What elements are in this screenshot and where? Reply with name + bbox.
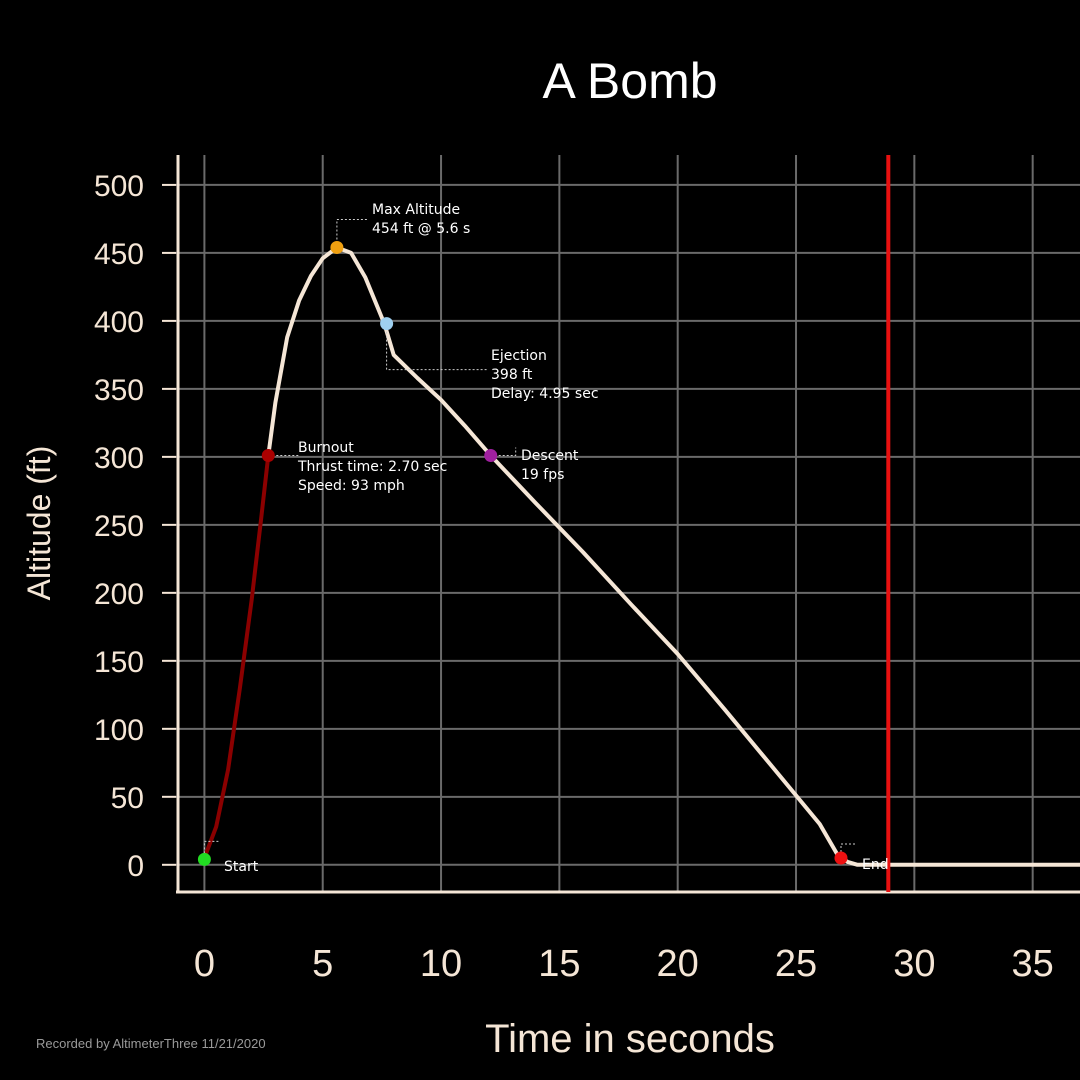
y-tick-label: 250 bbox=[94, 510, 144, 543]
event-markers bbox=[197, 240, 848, 866]
x-tick-label: 20 bbox=[657, 943, 699, 985]
annotation-leader bbox=[490, 447, 517, 456]
y-tick-label: 500 bbox=[94, 170, 144, 203]
y-tick-label: 100 bbox=[94, 714, 144, 747]
annotation-label: 19 fps bbox=[521, 467, 564, 483]
marker-start bbox=[197, 852, 211, 866]
data-lines bbox=[202, 245, 1080, 867]
x-tick-labels: 0 5 10 15 20 25 30 35 bbox=[194, 943, 1054, 985]
annotation-leader bbox=[203, 840, 219, 854]
annotation-label: Descent bbox=[521, 448, 579, 464]
y-tick-label: 150 bbox=[94, 646, 144, 679]
annotation-label: 454 ft @ 5.6 s bbox=[372, 221, 470, 237]
annotation-label: Max Altitude bbox=[372, 202, 460, 218]
x-tick-label: 30 bbox=[893, 943, 935, 985]
annotation-leader bbox=[336, 219, 367, 248]
annotation-label: Start bbox=[224, 859, 259, 875]
footer-credit: Recorded by AltimeterThree 11/21/2020 bbox=[36, 1036, 266, 1051]
annotation-leader bbox=[840, 843, 856, 852]
annotation-label: Speed: 93 mph bbox=[298, 478, 405, 494]
y-axis-label: Altitude (ft) bbox=[21, 446, 57, 601]
grid bbox=[176, 155, 1080, 892]
y-tick-label: 300 bbox=[94, 442, 144, 475]
x-tick-label: 10 bbox=[420, 943, 462, 985]
axes bbox=[176, 155, 1080, 894]
x-tick-label: 0 bbox=[194, 943, 215, 985]
y-tick-label: 400 bbox=[94, 306, 144, 339]
x-tick-label: 5 bbox=[312, 943, 333, 985]
annotation-label: Burnout bbox=[298, 440, 354, 456]
x-axis-label: Time in seconds bbox=[485, 1017, 775, 1061]
y-tick-label: 0 bbox=[127, 850, 144, 883]
marker-burnout bbox=[261, 449, 275, 463]
x-tick-label: 25 bbox=[775, 943, 817, 985]
series-line-coast-and-descent bbox=[266, 245, 1080, 867]
series-line-thrust bbox=[202, 453, 271, 860]
y-tick-label: 200 bbox=[94, 578, 144, 611]
marker-end bbox=[834, 851, 848, 865]
marker-descent bbox=[484, 449, 498, 463]
marker-max-altitude bbox=[330, 240, 344, 254]
marker-ejection bbox=[380, 317, 394, 331]
y-tick-labels: 0 50 100 150 200 250 300 350 400 450 500 bbox=[94, 170, 176, 883]
annotation-label: 398 ft bbox=[491, 367, 533, 383]
annotations: Start Burnout Thrust time: 2.70 sec Speed: … bbox=[203, 202, 889, 875]
annotation-label: Thrust time: 2.70 sec bbox=[297, 459, 447, 475]
x-tick-label: 35 bbox=[1012, 943, 1054, 985]
y-tick-label: 450 bbox=[94, 238, 144, 271]
chart-title: A Bomb bbox=[542, 53, 717, 109]
annotation-label: Ejection bbox=[491, 348, 547, 364]
y-tick-label: 50 bbox=[111, 782, 144, 815]
annotation-leader bbox=[386, 323, 487, 371]
x-tick-label: 15 bbox=[538, 943, 580, 985]
annotation-label: End bbox=[862, 857, 889, 873]
y-tick-label: 350 bbox=[94, 374, 144, 407]
annotation-label: Delay: 4.95 sec bbox=[491, 386, 599, 402]
